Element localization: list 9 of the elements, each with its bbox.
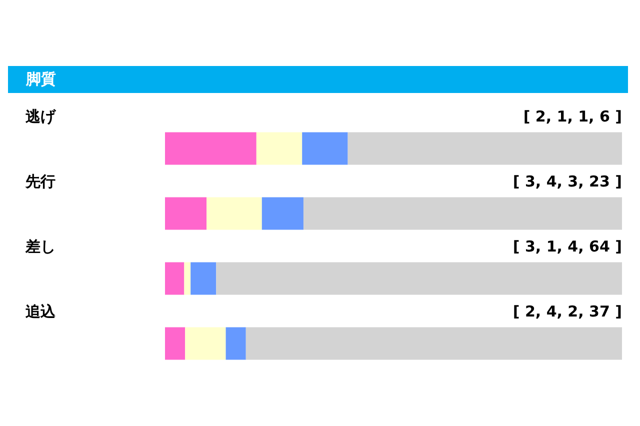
- y-tick-label: 逃げ: [24, 108, 56, 126]
- y-tick-label: 先行: [24, 172, 56, 190]
- y-tick-label: 追込: [24, 302, 56, 320]
- annotation: [ 3, 1, 4, 64 ]: [512, 238, 622, 256]
- annotation: [ 2, 1, 1, 6 ]: [523, 108, 622, 126]
- y-tick-label: 差し: [24, 238, 56, 256]
- annotation: [ 3, 4, 3, 23 ]: [512, 172, 622, 190]
- annotation: [ 2, 4, 2, 37 ]: [512, 302, 622, 320]
- text: 脚質: [8, 66, 628, 93]
